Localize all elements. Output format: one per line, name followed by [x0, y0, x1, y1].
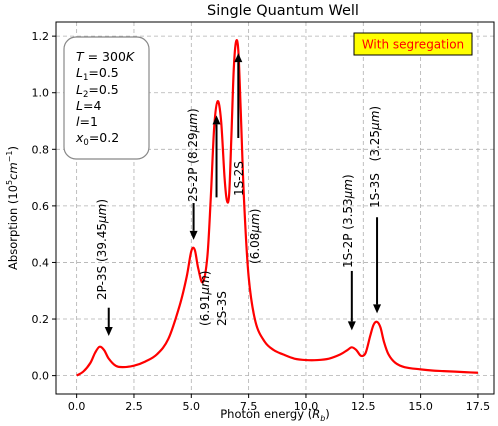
x-axis: 0.0 2.5 5.0 7.5 10.0 12.5 15.0 17.5 — [68, 394, 490, 413]
param-l1: L1=0.5 — [76, 65, 119, 83]
annotation-arrow-head — [189, 230, 198, 240]
parameters-box: T = 300K L1=0.5 L2=0.5 L=4 l=1 x0=0.2 — [63, 36, 150, 160]
parameters-box-frame — [63, 36, 150, 160]
annotation-arrow — [104, 307, 113, 337]
annotation-arrow — [189, 203, 198, 240]
annotation-arrow — [212, 115, 221, 198]
legend-box — [353, 32, 473, 56]
param-temperature: T = 300K — [76, 49, 136, 64]
chart-title: Single Quantum Well — [207, 3, 359, 19]
annotation-arrow-head — [373, 304, 382, 314]
annotations: 2P-3S (39.45μm) 2S-2P (8.29μm) 2S-3S(6.9… — [95, 106, 382, 326]
y-tick-label: 0.0 — [32, 370, 50, 383]
x-tick-label: 5.0 — [183, 400, 201, 413]
param-l2: L2=0.5 — [76, 82, 119, 100]
annotation-arrow — [373, 217, 382, 314]
param-l: L=4 — [76, 98, 101, 113]
y-tick-label: 1.0 — [32, 87, 50, 100]
x-tick-label: 15.0 — [408, 400, 433, 413]
y-tick-label: 1.2 — [32, 30, 50, 43]
param-x0: x0=0.2 — [75, 130, 119, 148]
annotation-1s-3s: 1S-3S (3.25μm) — [368, 106, 382, 208]
legend: With segregation — [353, 32, 473, 56]
annotation-arrow-head — [234, 53, 243, 63]
annotation-arrow — [347, 270, 356, 331]
annotation-arrow-head — [347, 321, 356, 331]
annotation-1s-2s: 1S-2S(6.08μm) — [232, 161, 262, 264]
legend-label: With segregation — [362, 38, 464, 52]
annotation-arrow-head — [104, 327, 113, 337]
param-small-l: l=1 — [76, 114, 98, 129]
annotation-1s-2p: 1S-2P (3.53μm) — [341, 174, 355, 268]
annotation-2p-3s: 2P-3S (39.45μm) — [95, 199, 109, 300]
annotation-2s-3s: 2S-3S(6.91μm) — [198, 271, 229, 326]
x-tick-label: 0.0 — [68, 400, 86, 413]
plot-frame — [55, 21, 495, 395]
x-tick-label: 7.5 — [240, 400, 258, 413]
annotation-arrow — [234, 53, 243, 138]
annotation-arrows — [104, 53, 382, 337]
y-tick-label: 0.2 — [32, 313, 50, 326]
absorption-curve — [76, 39, 479, 377]
curve-layer — [76, 39, 479, 377]
x-tick-label: 10.0 — [294, 400, 319, 413]
x-tick-label: 2.5 — [125, 400, 143, 413]
annotation-2s-2p: 2S-2P (8.29μm) — [186, 108, 200, 202]
y-tick-label: 0.8 — [32, 143, 50, 156]
y-tick-label: 0.6 — [32, 200, 50, 213]
y-axis-label: Absorption (105cm−1) — [5, 146, 20, 270]
y-tick-label: 0.4 — [32, 256, 50, 269]
x-axis-label: Photon energy (Rb) — [220, 407, 330, 423]
annotation-arrow-head — [212, 115, 221, 125]
y-axis: 0.0 0.2 0.4 0.6 0.8 1.0 1.2 — [32, 30, 56, 383]
x-tick-label: 12.5 — [351, 400, 376, 413]
x-tick-label: 17.5 — [466, 400, 491, 413]
